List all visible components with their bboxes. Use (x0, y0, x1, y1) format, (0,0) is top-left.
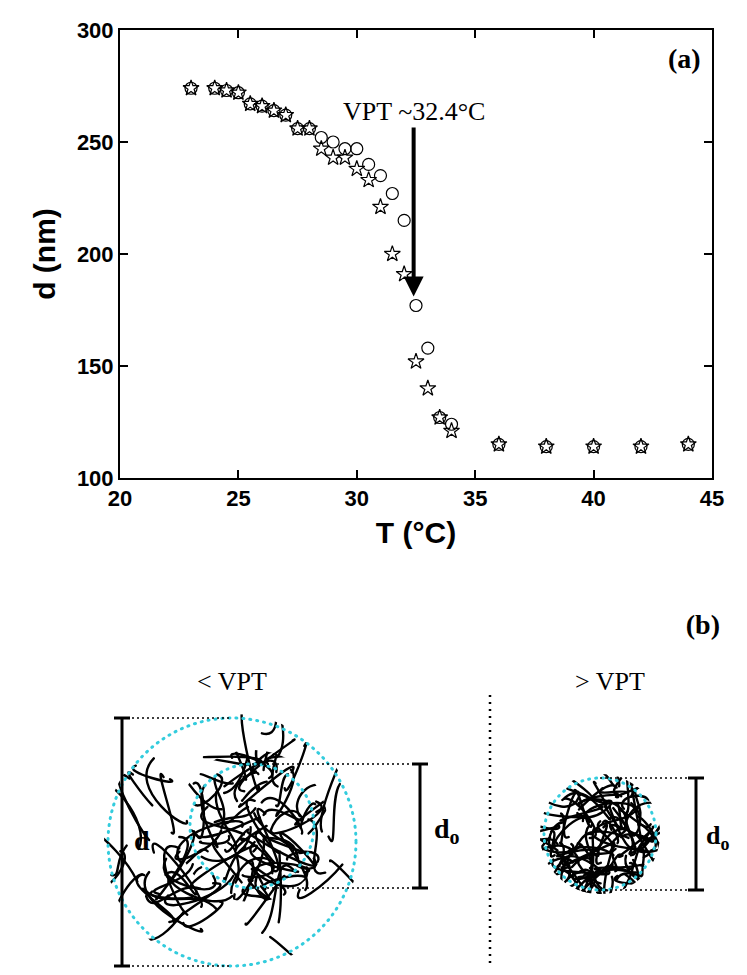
svg-text:(a): (a) (668, 43, 701, 74)
svg-text:(b): (b) (686, 609, 720, 640)
svg-text:45: 45 (700, 486, 724, 511)
svg-text:150: 150 (77, 354, 114, 379)
svg-text:d: d (134, 825, 150, 856)
svg-text:30: 30 (345, 486, 369, 511)
svg-text:25: 25 (226, 486, 250, 511)
svg-text:35: 35 (463, 486, 487, 511)
svg-text:40: 40 (581, 486, 605, 511)
svg-text:do: do (434, 813, 460, 848)
svg-text:200: 200 (77, 242, 114, 267)
svg-text:do: do (706, 821, 729, 854)
svg-text:T (°C): T (°C) (376, 516, 456, 549)
svg-text:20: 20 (108, 486, 132, 511)
svg-text:250: 250 (77, 130, 114, 155)
svg-text:> VPT: > VPT (575, 667, 645, 696)
svg-text:d (nm): d (nm) (28, 208, 61, 300)
svg-text:300: 300 (77, 18, 114, 43)
svg-text:100: 100 (77, 466, 114, 491)
svg-text:VPT ~32.4°C: VPT ~32.4°C (343, 97, 485, 126)
svg-text:< VPT: < VPT (197, 667, 267, 696)
